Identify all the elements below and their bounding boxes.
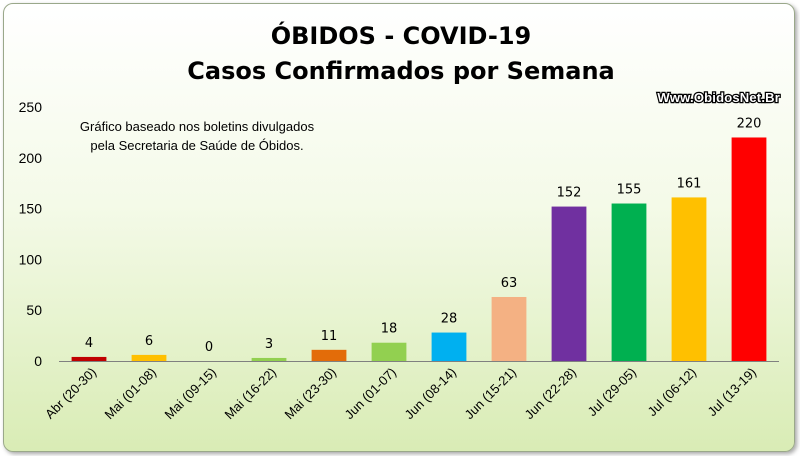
chart-subtitle: Casos Confirmados por Semana [187, 57, 614, 85]
chart-frame: ÓBIDOS - COVID-19 Casos Confirmados por … [3, 3, 795, 452]
x-tick-label-1: Mai (01-08) [102, 365, 160, 423]
x-tick-label-9: Jul (29-05) [585, 365, 640, 420]
value-label-7: 63 [501, 276, 518, 291]
value-label-11: 220 [737, 116, 762, 131]
y-tick-label-100: 100 [19, 251, 43, 267]
y-axis: 0 50 100 150 200 250 [19, 99, 43, 369]
value-label-1: 6 [145, 334, 153, 349]
x-tick-label-7: Jun (15-21) [462, 365, 520, 423]
site-watermark: Www.ObidosNet.Br [657, 90, 780, 105]
bars [71, 137, 767, 361]
y-tick-label-0: 0 [34, 353, 42, 369]
chart-svg: ÓBIDOS - COVID-19 Casos Confirmados por … [19, 20, 781, 423]
bar-10 [671, 197, 707, 361]
bar-8 [551, 206, 587, 361]
x-axis: Abr (20-30) Mai (01-08) Mai (09-15) Mai (16… [42, 361, 779, 423]
chart-note-line-2: pela Secretaria de Saúde de Óbidos. [90, 138, 303, 153]
value-label-4: 11 [321, 329, 338, 344]
bar-7 [491, 296, 527, 361]
value-labels: 4 6 0 3 11 18 28 63 152 155 161 220 [85, 116, 762, 355]
x-tick-label-4: Mai (23-30) [282, 365, 340, 423]
x-tick-label-0: Abr (20-30) [42, 365, 99, 422]
y-tick-label-50: 50 [26, 302, 42, 318]
y-tick-label-250: 250 [19, 99, 43, 115]
x-tick-label-6: Jun (08-14) [402, 365, 460, 423]
x-tick-label-5: Jun (01-07) [342, 365, 400, 423]
bar-0 [71, 356, 107, 361]
value-label-9: 155 [617, 183, 642, 198]
x-tick-label-10: Jul (06-12) [645, 365, 700, 420]
value-label-8: 152 [557, 186, 582, 201]
bar-3 [251, 357, 287, 361]
bar-4 [311, 349, 347, 361]
value-label-6: 28 [441, 312, 458, 327]
x-tick-label-11: Jul (13-19) [705, 365, 760, 420]
chart-title: ÓBIDOS - COVID-19 [271, 20, 532, 50]
bar-5 [371, 342, 407, 361]
value-label-0: 4 [85, 336, 93, 351]
y-tick-label-200: 200 [19, 150, 43, 166]
y-tick-label-150: 150 [19, 201, 43, 217]
bar-9 [611, 203, 647, 361]
bar-1 [131, 354, 167, 361]
value-label-5: 18 [381, 322, 398, 337]
value-label-2: 0 [205, 340, 213, 355]
value-label-3: 3 [265, 337, 273, 352]
value-label-10: 161 [677, 176, 702, 191]
chart-note-line-1: Gráfico baseado nos boletins divulgados [80, 119, 315, 134]
bar-11 [731, 137, 767, 361]
x-tick-label-8: Jun (22-28) [522, 365, 580, 423]
x-tick-label-2: Mai (09-15) [162, 365, 220, 423]
bar-6 [431, 332, 467, 361]
x-tick-label-3: Mai (16-22) [222, 365, 280, 423]
